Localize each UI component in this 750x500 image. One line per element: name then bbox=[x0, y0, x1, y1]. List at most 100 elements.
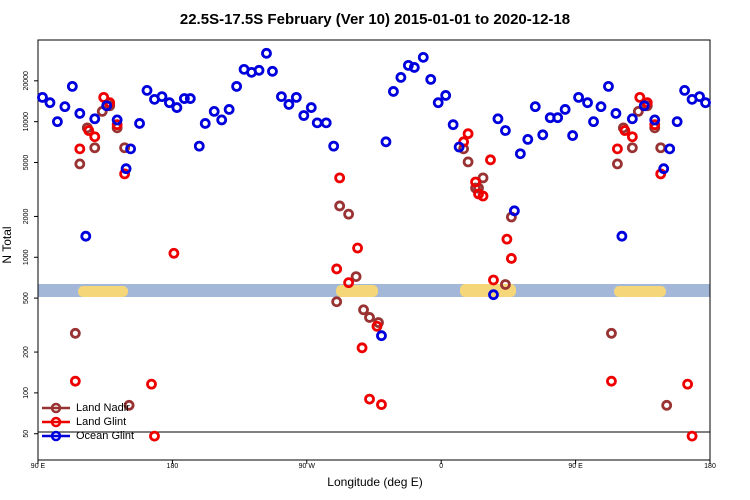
point bbox=[89, 142, 101, 154]
point bbox=[376, 330, 387, 342]
point bbox=[417, 51, 429, 63]
chart-title: 22.5S-17.5S February (Ver 10) 2015-01-01… bbox=[180, 11, 570, 28]
point bbox=[679, 84, 691, 96]
point bbox=[440, 90, 452, 101]
point bbox=[700, 97, 711, 109]
point bbox=[223, 104, 235, 115]
point bbox=[276, 91, 287, 103]
point bbox=[664, 143, 676, 155]
point bbox=[66, 80, 78, 92]
legend-label: Land Glint bbox=[76, 416, 126, 428]
point bbox=[619, 125, 631, 136]
point bbox=[69, 327, 81, 339]
point bbox=[582, 97, 593, 109]
point bbox=[606, 327, 617, 339]
point bbox=[80, 230, 92, 242]
point bbox=[376, 399, 387, 410]
point bbox=[573, 91, 584, 103]
point bbox=[119, 142, 131, 154]
point bbox=[470, 176, 481, 188]
legend: Land Nadir Land Glint Ocean Glint bbox=[42, 402, 134, 442]
point bbox=[290, 91, 302, 103]
point bbox=[603, 80, 614, 92]
y-tick-label: 20000 bbox=[23, 71, 30, 91]
point bbox=[529, 101, 541, 113]
point bbox=[331, 263, 343, 275]
y-tick-label: 2000 bbox=[23, 209, 30, 225]
point bbox=[588, 116, 599, 128]
point bbox=[612, 158, 623, 170]
point bbox=[83, 125, 95, 136]
point bbox=[425, 73, 437, 85]
point bbox=[606, 375, 617, 387]
point bbox=[616, 230, 628, 242]
point bbox=[101, 100, 113, 112]
point bbox=[343, 277, 355, 289]
point bbox=[649, 119, 661, 131]
point bbox=[111, 119, 123, 131]
point bbox=[305, 102, 317, 113]
y-tick-label: 50 bbox=[23, 430, 30, 438]
point bbox=[488, 274, 499, 286]
point bbox=[488, 289, 499, 301]
point bbox=[626, 142, 638, 154]
legend-marker bbox=[50, 430, 62, 442]
point bbox=[694, 91, 705, 103]
point bbox=[514, 148, 526, 160]
y-tick-label: 200 bbox=[23, 346, 30, 358]
point bbox=[358, 304, 369, 316]
x-tick-label: 90 E bbox=[31, 463, 46, 470]
point bbox=[156, 91, 168, 103]
x-tick-label: 0 bbox=[439, 463, 443, 470]
point bbox=[447, 119, 459, 131]
point bbox=[432, 97, 444, 109]
point bbox=[320, 117, 332, 129]
point bbox=[500, 279, 511, 290]
land-patch bbox=[78, 286, 128, 297]
x-tick-label: 90 W bbox=[299, 463, 316, 470]
point bbox=[508, 205, 520, 217]
point bbox=[453, 141, 465, 153]
legend-marker bbox=[50, 402, 62, 414]
point bbox=[120, 163, 132, 175]
point bbox=[193, 140, 205, 152]
y-tick-label: 500 bbox=[23, 292, 30, 304]
point bbox=[334, 200, 346, 212]
point bbox=[343, 208, 355, 220]
point bbox=[74, 158, 86, 170]
map-strip bbox=[38, 284, 710, 297]
point bbox=[216, 114, 228, 126]
point bbox=[612, 143, 623, 155]
x-axis-label: Longitude (deg E) bbox=[327, 475, 422, 489]
point bbox=[119, 168, 131, 180]
y-tick-label: 100 bbox=[23, 387, 30, 399]
point bbox=[44, 97, 56, 109]
x-tick-label: 90 E bbox=[568, 463, 583, 470]
point bbox=[610, 108, 622, 119]
point bbox=[199, 118, 211, 129]
point bbox=[74, 143, 86, 155]
point bbox=[638, 100, 650, 112]
point bbox=[334, 172, 346, 184]
point bbox=[134, 118, 145, 129]
point bbox=[395, 71, 407, 83]
point bbox=[89, 131, 101, 143]
point bbox=[149, 430, 160, 442]
land-patch bbox=[336, 285, 378, 297]
point bbox=[231, 80, 243, 92]
point bbox=[462, 156, 474, 168]
series bbox=[37, 47, 711, 342]
legend-label: Ocean Glint bbox=[76, 430, 134, 442]
y-tick-label: 1000 bbox=[23, 249, 30, 265]
point bbox=[500, 125, 511, 136]
y-axis-label: N Total bbox=[0, 226, 14, 263]
point bbox=[686, 430, 698, 442]
point bbox=[380, 136, 392, 148]
point bbox=[350, 271, 362, 283]
point bbox=[111, 114, 123, 126]
point bbox=[595, 101, 607, 113]
point bbox=[164, 97, 175, 109]
point bbox=[501, 233, 513, 245]
